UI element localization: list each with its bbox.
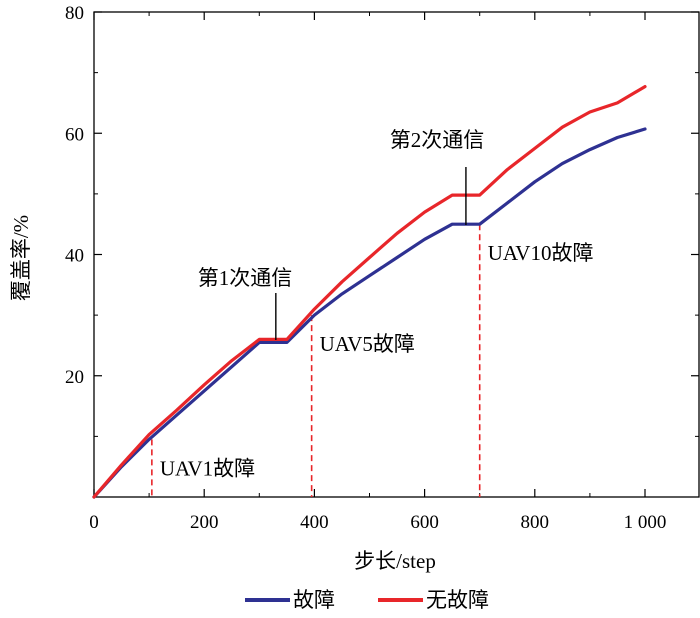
fault-annotation: UAV1故障	[160, 456, 255, 480]
plot-border	[93, 11, 700, 498]
x-tick-label: 600	[410, 512, 439, 533]
communication-annotation: 第1次通信	[198, 266, 293, 290]
axis-ticks: 0 200 400 600 800 1 000 20 40 60 80	[65, 3, 699, 533]
y-tick-label: 20	[65, 367, 84, 388]
axis-labels: 步长/step 覆盖率/%	[9, 215, 436, 573]
x-tick-label: 800	[521, 512, 550, 533]
y-tick-label: 60	[65, 124, 84, 145]
x-axis-label: 步长/step	[354, 549, 436, 573]
x-tick-label: 200	[190, 512, 219, 533]
y-tick-label: 80	[65, 3, 84, 24]
legend-label: 无故障	[426, 588, 489, 612]
series-lines	[92, 85, 647, 499]
x-tick-label: 1 000	[624, 512, 667, 533]
y-axis-label: 覆盖率/%	[9, 215, 33, 301]
fault-annotation: UAV5故障	[320, 332, 415, 356]
series-line-fault	[92, 127, 647, 499]
y-tick-label: 40	[65, 246, 84, 267]
legend-label: 故障	[293, 588, 335, 612]
legend: 故障 无故障	[245, 588, 489, 612]
annotations: 第1次通信 第2次通信 UAV1故障 UAV5故障 UAV10故障	[160, 128, 594, 480]
fault-annotation: UAV10故障	[488, 241, 594, 265]
communication-annotation: 第2次通信	[390, 128, 485, 152]
plot-frame	[93, 11, 700, 498]
x-tick-label: 0	[89, 512, 99, 533]
x-tick-label: 400	[300, 512, 329, 533]
series-line-no-fault	[92, 85, 647, 499]
fault-guide-lines	[151, 224, 481, 497]
